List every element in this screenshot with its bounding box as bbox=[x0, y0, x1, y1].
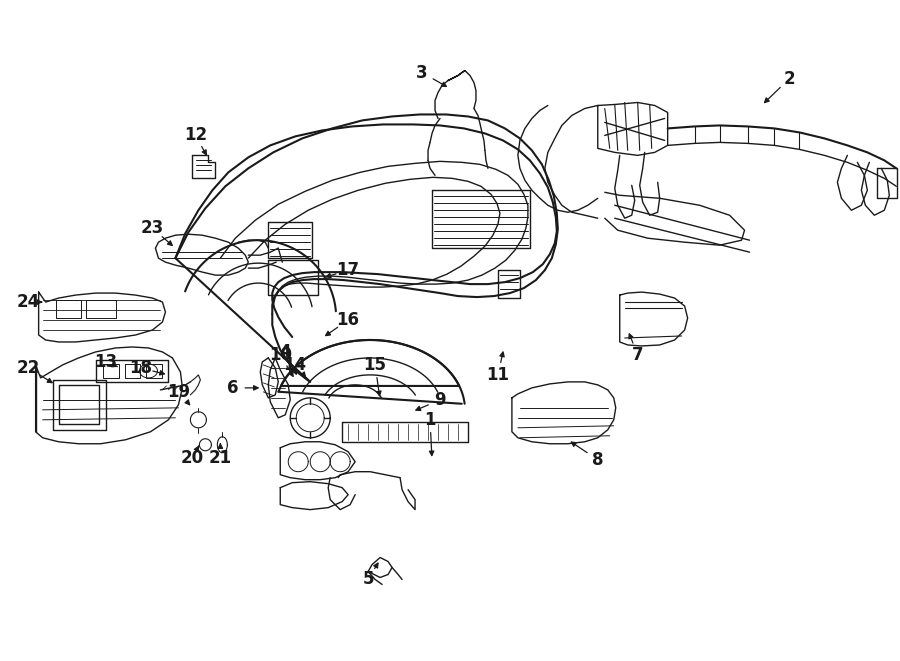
Text: 2: 2 bbox=[784, 69, 796, 87]
Text: 8: 8 bbox=[592, 451, 604, 469]
Text: 17: 17 bbox=[337, 261, 360, 279]
Text: 22: 22 bbox=[17, 359, 40, 377]
Text: 7: 7 bbox=[632, 346, 644, 364]
Text: 13: 13 bbox=[94, 353, 117, 371]
Text: 14: 14 bbox=[284, 356, 307, 374]
Text: 4: 4 bbox=[279, 343, 291, 361]
Text: 9: 9 bbox=[434, 391, 446, 409]
Text: 12: 12 bbox=[184, 126, 207, 144]
Text: 5: 5 bbox=[363, 570, 374, 588]
Text: 20: 20 bbox=[181, 449, 204, 467]
Text: 23: 23 bbox=[140, 219, 164, 237]
Text: 10: 10 bbox=[269, 346, 292, 364]
Text: 16: 16 bbox=[337, 311, 360, 329]
Text: 3: 3 bbox=[416, 63, 428, 81]
Text: 24: 24 bbox=[17, 293, 40, 311]
Text: 15: 15 bbox=[364, 356, 387, 374]
Text: 19: 19 bbox=[166, 383, 190, 401]
Text: 21: 21 bbox=[209, 449, 232, 467]
Text: 18: 18 bbox=[129, 359, 152, 377]
Text: 6: 6 bbox=[227, 379, 239, 397]
Text: 11: 11 bbox=[486, 366, 509, 384]
Text: 1: 1 bbox=[424, 411, 436, 429]
